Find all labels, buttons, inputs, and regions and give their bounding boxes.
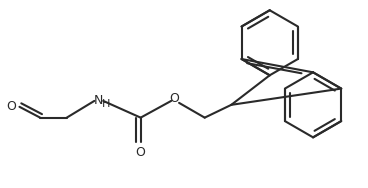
Text: O: O: [136, 146, 146, 159]
Text: N: N: [93, 94, 103, 107]
Text: H: H: [102, 99, 110, 109]
Text: O: O: [169, 92, 179, 105]
Text: O: O: [7, 100, 17, 113]
